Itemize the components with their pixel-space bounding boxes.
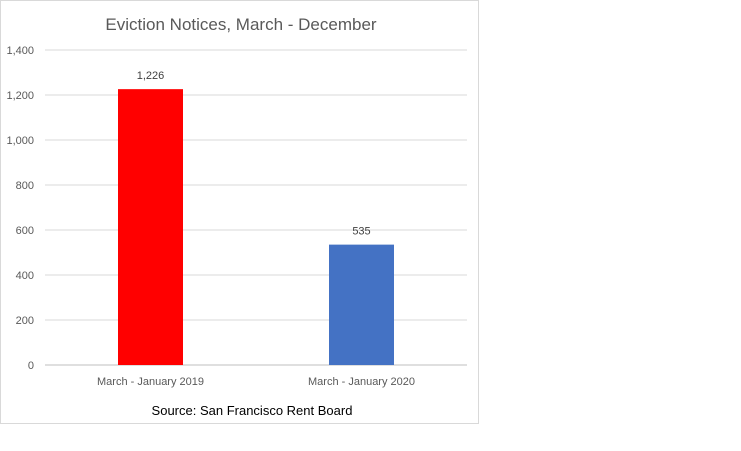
gridlines — [45, 49, 467, 366]
bar — [118, 89, 183, 366]
x-axis-tick-labels: March - January 2019 March - January 2020 — [97, 376, 415, 388]
y-axis-tick-labels: 0 200 400 600 800 1,000 1,200 1,400 — [6, 45, 34, 372]
data-label: 535 — [352, 226, 370, 238]
bars: 1,226 535 — [118, 70, 394, 366]
y-tick-label: 1,000 — [6, 135, 34, 147]
chart-container: Eviction Notices, March - December 0 200 4… — [0, 0, 479, 424]
y-tick-label: 1,200 — [6, 90, 34, 102]
bar-chart: Eviction Notices, March - December 0 200 4… — [6, 15, 467, 418]
x-tick-label: March - January 2020 — [308, 376, 415, 388]
y-tick-label: 400 — [16, 270, 34, 282]
bar — [329, 244, 394, 365]
x-tick-label: March - January 2019 — [97, 376, 204, 388]
source-note: Source: San Francisco Rent Board — [152, 403, 353, 418]
chart-title: Eviction Notices, March - December — [105, 15, 376, 34]
y-tick-label: 0 — [28, 360, 34, 372]
y-tick-label: 600 — [16, 225, 34, 237]
data-label: 1,226 — [137, 70, 165, 82]
y-tick-label: 1,400 — [6, 45, 34, 57]
y-tick-label: 800 — [16, 180, 34, 192]
y-tick-label: 200 — [16, 315, 34, 327]
